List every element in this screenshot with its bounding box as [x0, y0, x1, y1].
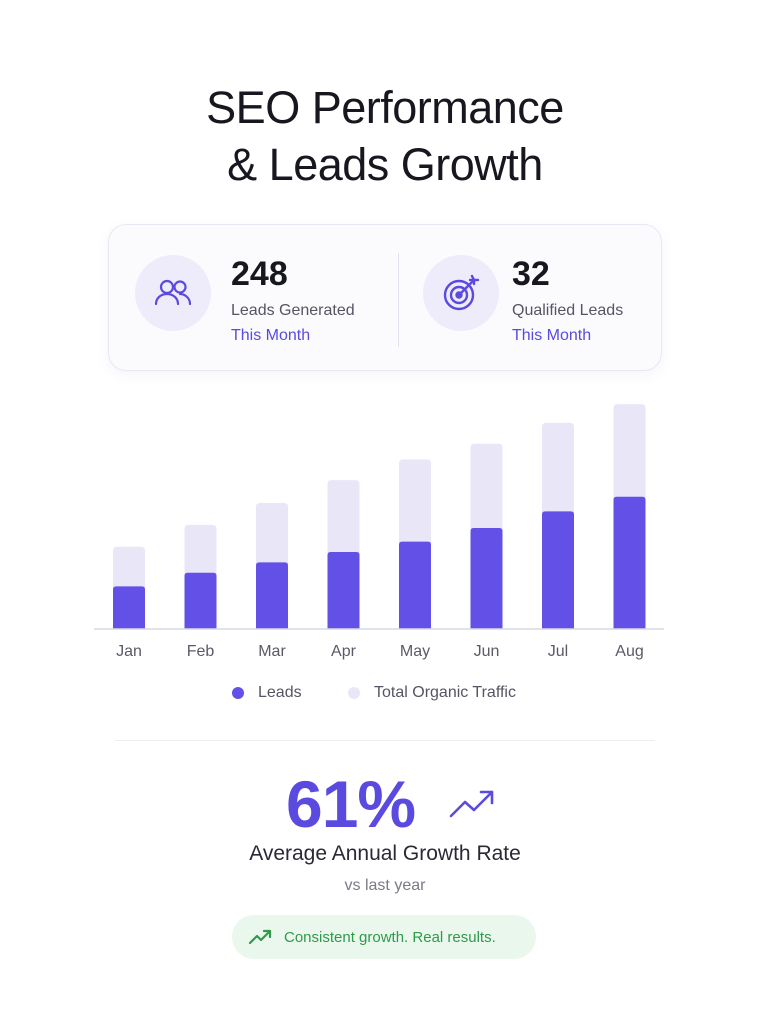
target-icon	[423, 255, 499, 331]
x-tick-label-jun: Jun	[474, 643, 500, 660]
legend-item-traffic: Total Organic Traffic	[348, 684, 516, 702]
growth-rate-value: 61%	[286, 767, 416, 841]
leads-generated-period: This Month	[231, 327, 311, 344]
bar-leads-aug	[613, 496, 646, 629]
legend-swatch-leads	[232, 687, 244, 699]
results-badge-text: Consistent growth. Real results.	[284, 928, 496, 946]
bar-traffic-jan	[113, 546, 145, 591]
leads-traffic-bar-chart: Jan Feb Mar Apr May Jun Jul Aug	[94, 404, 664, 660]
x-tick-label-apr: Apr	[331, 643, 357, 660]
chart-legend: Leads Total Organic Traffic	[0, 684, 770, 708]
section-divider	[115, 740, 655, 741]
x-tick-label-feb: Feb	[187, 643, 215, 660]
bar-leads-may	[399, 541, 431, 629]
bar-leads-mar	[256, 562, 288, 629]
bar-leads-jun	[470, 528, 503, 629]
legend-label-traffic: Total Organic Traffic	[374, 684, 516, 701]
bar-leads-feb	[184, 572, 217, 629]
legend-swatch-traffic	[348, 687, 360, 699]
leads-generated-label: Leads Generated	[231, 302, 355, 319]
leads-generated-value: 248	[231, 255, 288, 293]
qualified-leads-value: 32	[512, 255, 550, 293]
bar-leads-jul	[542, 511, 574, 629]
page-title-line-2: & Leads Growth	[227, 139, 543, 190]
results-badge: Consistent growth. Real results.	[232, 915, 536, 959]
qualified-leads-period: This Month	[512, 327, 592, 344]
legend-item-leads: Leads	[232, 684, 302, 702]
users-icon	[135, 255, 211, 331]
growth-rate-subtext: vs last year	[344, 877, 426, 894]
bar-traffic-may	[399, 459, 431, 546]
bar-leads-jan	[113, 586, 145, 629]
trend-up-icon	[448, 786, 496, 827]
bar-leads-apr	[327, 551, 360, 629]
x-tick-label-jan: Jan	[116, 643, 142, 660]
x-tick-label-mar: Mar	[258, 643, 286, 660]
bar-traffic-feb	[184, 524, 217, 577]
legend-label-leads: Leads	[258, 684, 302, 701]
bar-traffic-apr	[327, 480, 360, 556]
growth-rate-label: Average Annual Growth Rate	[249, 842, 521, 865]
trend-up-small-icon	[248, 928, 272, 946]
x-tick-label-aug: Aug	[615, 643, 643, 660]
bar-traffic-jun	[470, 443, 503, 533]
stats-card: 248 Leads Generated This Month 32 Qualif…	[108, 224, 662, 371]
bar-traffic-mar	[256, 503, 288, 567]
bar-traffic-aug	[613, 404, 646, 501]
page-title-line-1: SEO Performance	[206, 82, 564, 133]
x-tick-label-may: May	[400, 643, 430, 660]
qualified-leads-label: Qualified Leads	[512, 302, 624, 319]
stats-divider	[398, 253, 399, 347]
x-tick-label-jul: Jul	[548, 643, 568, 660]
bar-traffic-jul	[542, 422, 574, 516]
